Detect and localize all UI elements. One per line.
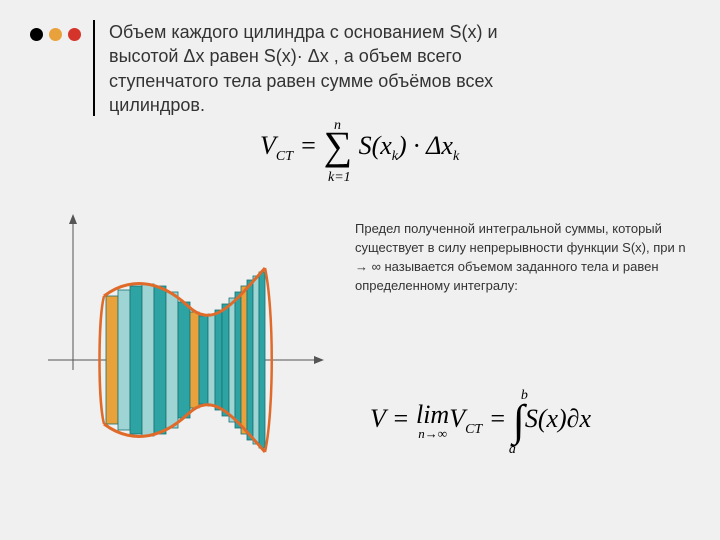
bar [259, 272, 265, 448]
dot-2 [49, 28, 62, 41]
title-text: Объем каждого цилиндра с основанием S(x)… [109, 20, 539, 117]
bar [118, 290, 130, 430]
f2-lim: lim [416, 400, 449, 429]
bar [130, 286, 142, 434]
bar [190, 312, 199, 408]
f1-rhs-sub2: k [453, 149, 459, 164]
lim-block: limn→∞ [416, 400, 449, 442]
bars-group [106, 272, 265, 448]
x-axis-arrow [314, 356, 324, 364]
f2-V: V [370, 404, 385, 433]
bar [199, 316, 208, 404]
bar [142, 284, 154, 436]
bar [215, 310, 222, 410]
decor-dots [30, 28, 81, 41]
f2-int-a: a [509, 442, 516, 458]
bar [235, 292, 241, 428]
f1-sum-top: n [334, 118, 341, 134]
f1-rhs-mid: ) · Δx [398, 131, 453, 160]
integral-icon: ∫ [513, 403, 525, 438]
f2-Vct-sub: CT [465, 422, 482, 437]
body-text: Предел полученной интегральной суммы, ко… [355, 220, 690, 295]
f1-rhs: S(x [359, 131, 392, 160]
f2-int-b: b [521, 388, 528, 404]
bar [208, 314, 215, 406]
f2-eq2: = [482, 404, 513, 433]
bar [222, 304, 229, 416]
dot-1 [30, 28, 43, 41]
bar [106, 296, 118, 424]
f1-sum-bot: k=1 [328, 170, 351, 186]
f2-integrand: S(x)∂x [525, 404, 591, 433]
header: Объем каждого цилиндра с основанием S(x)… [30, 20, 690, 117]
f2-eq1: = [385, 404, 416, 433]
formula-sum: VCT = ∑ n k=1 S(xk) · Δxk [260, 130, 459, 166]
f1-eq: = [293, 131, 324, 160]
bar [241, 286, 247, 434]
f2-Vct: V [449, 404, 465, 433]
header-divider [93, 20, 95, 116]
chart-svg [28, 210, 338, 510]
f2-lim-under: n→∞ [416, 426, 449, 442]
bar [229, 298, 235, 422]
bar [178, 302, 190, 418]
formula-integral: V = limn→∞VCT = ∫baS(x)∂x [370, 400, 591, 442]
y-axis-arrow [69, 214, 77, 224]
riemann-chart [28, 210, 338, 510]
bar [253, 276, 259, 444]
bar [154, 286, 166, 434]
bar [247, 280, 253, 440]
f1-lhs: V [260, 131, 276, 160]
dot-3 [68, 28, 81, 41]
f1-lhs-sub: CT [276, 149, 293, 164]
bar [166, 292, 178, 428]
